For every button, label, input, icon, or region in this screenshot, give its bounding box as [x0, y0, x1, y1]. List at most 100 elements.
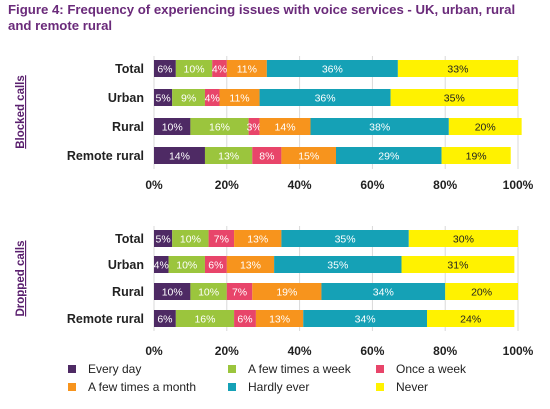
data-label: 3%	[247, 121, 262, 133]
bar-segment	[252, 283, 322, 300]
bar-segment	[226, 256, 275, 273]
bar-segment	[234, 310, 256, 327]
bar-segment	[441, 147, 511, 164]
bar-segment	[397, 60, 518, 77]
x-tick-label: 40%	[288, 344, 312, 358]
x-tick-label: 0%	[145, 344, 163, 358]
data-label: 35%	[335, 233, 356, 245]
data-label: 14%	[275, 121, 296, 133]
legend-item: Never	[376, 380, 428, 394]
bar-segment	[266, 60, 398, 77]
data-label: 9%	[181, 92, 196, 104]
bar-segment	[168, 256, 205, 273]
legend-label: Every day	[88, 362, 142, 376]
legend-label: Hardly ever	[248, 380, 310, 394]
bar-segment	[248, 118, 260, 135]
legend-swatch	[228, 383, 236, 391]
legend-swatch	[228, 365, 236, 373]
bar-segment	[321, 283, 446, 300]
data-label: 36%	[315, 92, 336, 104]
data-label: 10%	[180, 233, 201, 245]
bar-segment	[445, 283, 518, 300]
legend-item: A few times a month	[68, 380, 196, 394]
bar-segment	[172, 89, 205, 106]
x-tick-label: 0%	[145, 178, 163, 192]
bar-segment	[310, 118, 449, 135]
legend-item: Once a week	[376, 362, 466, 376]
x-tick-label: 80%	[433, 344, 457, 358]
data-label: 24%	[460, 313, 481, 325]
data-label: 35%	[327, 259, 348, 271]
bar-segment	[154, 230, 173, 247]
bar-segment	[219, 89, 260, 106]
data-label: 6%	[157, 63, 172, 75]
data-label: 8%	[259, 150, 274, 162]
data-label: 6%	[208, 259, 223, 271]
data-label: 11%	[229, 92, 249, 104]
x-tick-label: 20%	[215, 344, 239, 358]
data-label: 13%	[269, 313, 290, 325]
data-label: 16%	[194, 313, 215, 325]
x-tick-label: 60%	[360, 178, 384, 192]
legend-swatch	[376, 365, 384, 373]
x-tick-label: 20%	[215, 178, 239, 192]
data-label: 7%	[214, 233, 229, 245]
legend-label: A few times a week	[248, 362, 351, 376]
data-label: 30%	[453, 233, 474, 245]
data-label: 4%	[205, 92, 220, 104]
legend-swatch	[68, 365, 76, 373]
data-label: 11%	[237, 63, 257, 75]
bar-segment	[234, 230, 282, 247]
x-tick-label: 80%	[433, 178, 457, 192]
bar-segment	[172, 230, 209, 247]
bar-segment	[154, 147, 205, 164]
bar-segment	[281, 147, 336, 164]
legend-label: Never	[396, 380, 429, 394]
bar-segment	[154, 283, 191, 300]
data-label: 38%	[369, 121, 390, 133]
x-tick-label: 100%	[503, 344, 534, 358]
x-tick-label: 100%	[503, 178, 534, 192]
legend-swatch	[376, 383, 384, 391]
data-label: 6%	[157, 313, 172, 325]
category-label: Rural	[112, 285, 144, 299]
category-label: Urban	[108, 91, 144, 105]
legend-item: Every day	[68, 362, 141, 376]
bar-segment	[448, 118, 522, 135]
data-label: 19%	[276, 286, 297, 298]
bar-segment	[303, 310, 427, 327]
data-label: 34%	[373, 286, 394, 298]
data-label: 10%	[162, 286, 183, 298]
data-label: 4%	[154, 259, 169, 271]
data-label: 6%	[237, 313, 252, 325]
category-label: Urban	[108, 258, 144, 272]
bar-segment	[336, 147, 442, 164]
category-label: Remote rural	[67, 312, 144, 326]
data-label: 19%	[466, 150, 487, 162]
data-label: 14%	[169, 150, 190, 162]
bar-segment	[154, 89, 173, 106]
bar-segment	[175, 310, 235, 327]
bar-segment	[259, 89, 391, 106]
bar-segment	[175, 60, 213, 77]
data-label: 10%	[162, 121, 183, 133]
data-label: 20%	[471, 286, 492, 298]
data-label: 20%	[475, 121, 496, 133]
category-label: Total	[115, 232, 144, 246]
data-label: 16%	[209, 121, 230, 133]
data-label: 10%	[176, 259, 197, 271]
data-label: 34%	[355, 313, 376, 325]
bar-segment	[204, 256, 227, 273]
bar-segment	[274, 256, 402, 273]
bar-segment	[204, 147, 253, 164]
data-label: 5%	[156, 92, 171, 104]
bar-segment	[190, 118, 249, 135]
legend-swatch	[68, 383, 76, 391]
bar-segment	[401, 256, 515, 273]
data-label: 13%	[247, 233, 268, 245]
data-label: 15%	[298, 150, 319, 162]
category-label: Total	[115, 62, 144, 76]
legend-label: A few times a month	[88, 380, 197, 394]
bar-segment	[408, 230, 518, 247]
